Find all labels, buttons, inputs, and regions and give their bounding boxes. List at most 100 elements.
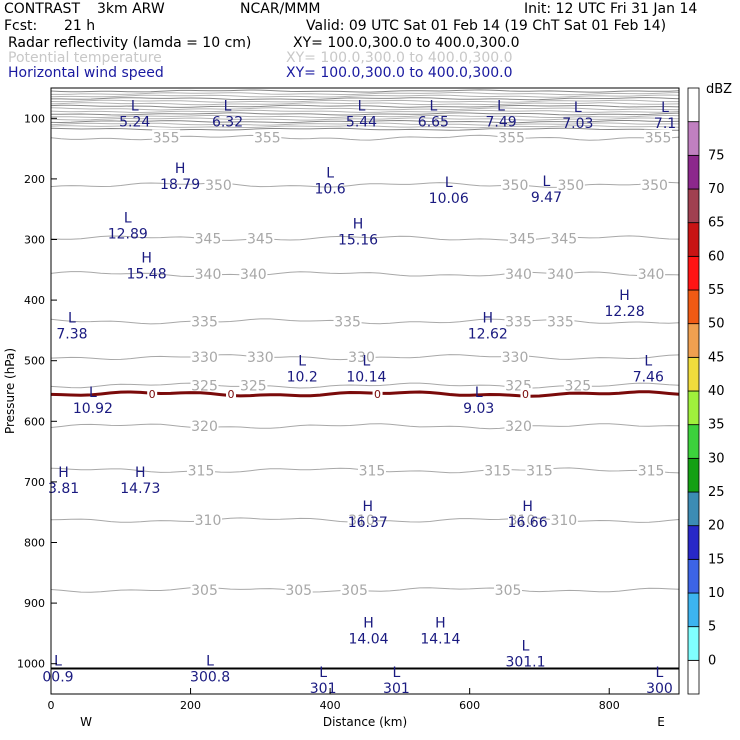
upper-contour-line [50, 125, 680, 129]
colorbar-swatch [687, 289, 700, 325]
theta-label-mask [644, 129, 673, 145]
colorbar-swatch [687, 525, 700, 560]
theta-label-mask [347, 512, 376, 528]
theta-label: 320 [505, 419, 532, 435]
theta-label-mask [253, 129, 282, 145]
colorbar-swatch [687, 356, 700, 392]
theta-contour-355 [50, 134, 680, 141]
theta-label: 340 [505, 267, 532, 283]
colorbar-level-label: 60 [708, 249, 725, 264]
theta-label-mask [483, 462, 512, 478]
theta-label: 345 [247, 231, 274, 247]
theta-label: 325 [564, 379, 591, 395]
theta-label-mask [204, 176, 233, 192]
wind-extremum-value: 15.48 [127, 267, 167, 283]
colorbar-swatch [687, 592, 700, 628]
colorbar-swatch [687, 188, 700, 224]
wind-extremum-type: L [392, 665, 400, 681]
colorbar-swatch [687, 87, 700, 123]
wind-extremum-type: L [522, 638, 530, 654]
wind-extremum-value: 15.16 [338, 233, 378, 249]
theta-label-mask [637, 266, 666, 282]
colorbar-level-label: 15 [708, 552, 725, 567]
theta-label: 305 [191, 583, 218, 599]
theta-label: 355 [153, 131, 180, 147]
theta-label: 315 [359, 463, 386, 479]
theta-contour-335 [50, 318, 680, 325]
wind-extremum-value: 301 [383, 681, 410, 697]
x-tick-label: 400 [320, 699, 341, 712]
theta-label-mask [497, 129, 526, 145]
upper-level-contour-band [50, 89, 680, 131]
wind-extremum-type: L [206, 654, 214, 670]
theta-label: 310 [195, 513, 222, 529]
upper-contour-line [50, 89, 680, 93]
colorbar-swatch [687, 255, 700, 291]
y-tick-label: 500 [24, 355, 45, 368]
model-config: 3km ARW [97, 1, 165, 17]
colorbar-level-label: 5 [708, 620, 716, 635]
colorbar-swatch [687, 424, 700, 459]
wind-extremum-value: 10.14 [346, 370, 386, 386]
theta-label-mask [546, 313, 575, 329]
freezing-label-mask [226, 388, 237, 401]
theta-label-mask [194, 230, 222, 246]
plot-frame [50, 87, 680, 695]
upper-contour-line [50, 117, 680, 121]
wind-extremum-type: H [135, 465, 146, 481]
wind-extremum-type: H [435, 615, 446, 631]
wind-extremum-type: L [89, 385, 97, 401]
wind-extremum-value: 12.89 [108, 227, 148, 243]
theta-contours: 355 355 355 355 350 350 350 350 345 345 345 345 340 3… [50, 129, 680, 599]
theta-label-mask [190, 349, 219, 365]
wind-extremum-value: 7.1 [654, 116, 676, 132]
wind-extremum-type: L [54, 654, 62, 670]
wind-extremum-value: 7.38 [56, 327, 87, 343]
theta-label: 345 [509, 231, 536, 247]
field-xy-theta: XY= 100.0,300.0 to 400.0,300.0 [286, 50, 513, 66]
wind-extremum-value: 00.9 [42, 670, 73, 686]
wind-extremum-value: 12.62 [468, 327, 508, 343]
y-tick-label: 400 [24, 294, 45, 307]
valid-time: Valid: 09 UTC Sat 01 Feb 14 (19 ChT Sat … [306, 18, 667, 34]
wind-extremum-value: 7.03 [562, 116, 593, 132]
y-tick-label: 600 [24, 415, 45, 428]
wind-extremum-type: L [362, 354, 370, 370]
y-tick-label: 1000 [17, 658, 45, 671]
theta-label-mask [504, 418, 533, 434]
theta-label-mask [340, 581, 369, 597]
theta-label: 320 [191, 419, 218, 435]
theta-label-mask [504, 313, 533, 329]
upper-contour-line [50, 94, 680, 98]
wind-extremum-type: H [363, 615, 374, 631]
y-tick-label: 700 [24, 476, 45, 489]
theta-label: 330 [247, 350, 274, 366]
upper-contour-line [51, 97, 680, 101]
theta-label: 305 [495, 583, 522, 599]
colorbar-level-label: 40 [708, 384, 725, 399]
theta-label-mask [549, 230, 578, 246]
direction-west: W [80, 715, 92, 729]
theta-label: 355 [254, 131, 281, 147]
upper-contour-line [50, 114, 680, 119]
colorbar-swatch [687, 626, 700, 661]
theta-label: 355 [645, 131, 672, 147]
y-axis: 100 200 300 400 500 600 700 800 900 1000 [17, 112, 57, 671]
y-tick-label: 200 [24, 173, 45, 186]
theta-label-mask [190, 377, 219, 393]
theta-label-mask [563, 377, 592, 393]
wind-extremum-value: 7.46 [633, 370, 664, 386]
wind-extremum-type: L [656, 665, 664, 681]
theta-label: 315 [484, 463, 511, 479]
wind-extremum-value: 7.49 [485, 114, 516, 130]
field-xy-reflectivity: XY= 100.0,300.0 to 400.0,300.0 [293, 35, 520, 51]
wind-extremum-type: H [483, 311, 494, 327]
wind-extremum-value: 14.73 [120, 481, 160, 497]
wind-extremum-type: H [141, 251, 152, 267]
freezing-label-mask [147, 388, 158, 401]
colorbar-swatch [687, 558, 700, 594]
theta-label: 330 [348, 350, 375, 366]
theta-label-mask [194, 266, 222, 282]
wind-extremum-value: 6.65 [418, 114, 449, 130]
theta-label-mask [347, 349, 376, 365]
